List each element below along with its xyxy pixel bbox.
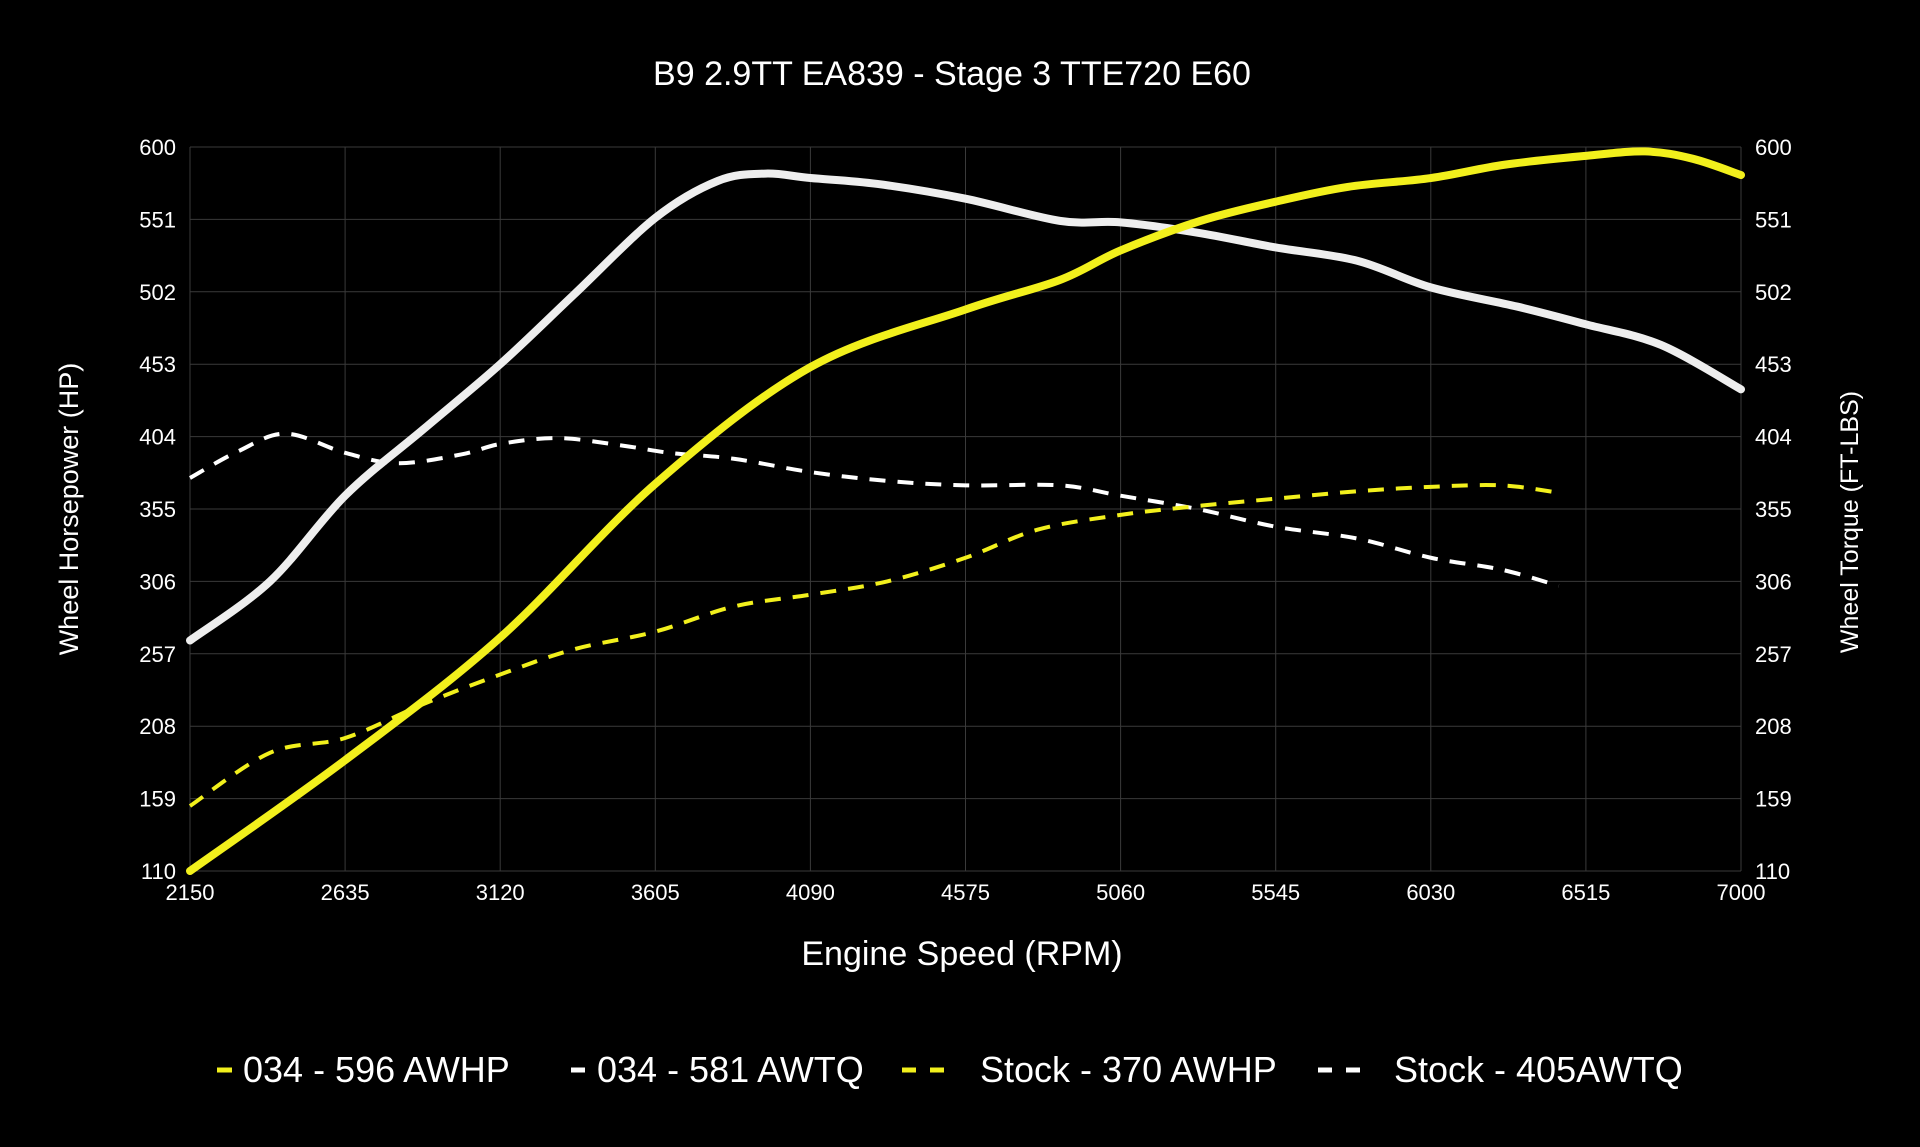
- grid: [189, 146, 1742, 872]
- y-tick-label-right: 551: [1755, 207, 1792, 232]
- x-axis-label: Engine Speed (RPM): [801, 935, 1122, 973]
- x-tick-label: 5545: [1251, 880, 1300, 905]
- y-axis-label-left: Wheel Horsepower (HP): [54, 363, 84, 656]
- x-tick-label: 2150: [166, 880, 215, 905]
- y-tick-label-left: 257: [139, 642, 176, 667]
- y-tick-label-right: 110: [1755, 859, 1790, 884]
- legend-label-stock-tq: Stock - 405AWTQ: [1394, 1049, 1683, 1090]
- legend-label-stock-hp: Stock - 370 AWHP: [980, 1049, 1277, 1090]
- y-tick-label-left: 208: [139, 714, 176, 739]
- y-tick-label-right: 257: [1755, 642, 1792, 667]
- series-line-034-581-awtq: [186, 169, 1745, 645]
- y-tick-label-right: 355: [1755, 497, 1792, 522]
- y-tick-label-left: 159: [139, 787, 176, 812]
- legend: 034 - 596 AWHP 034 - 581 AWTQ Stock - 37…: [217, 1049, 1683, 1090]
- x-tick-label: 5060: [1096, 880, 1145, 905]
- legend-label-034-tq: 034 - 581 AWTQ: [597, 1049, 864, 1090]
- y-tick-label-left: 404: [139, 425, 176, 450]
- y-tick-label-right: 600: [1755, 135, 1792, 160]
- legend-label-034-hp: 034 - 596 AWHP: [243, 1049, 510, 1090]
- series-line-034-596-awhp: [186, 147, 1745, 875]
- y-tick-label-right: 404: [1755, 425, 1792, 450]
- x-tick-label: 2635: [321, 880, 370, 905]
- y-tick-label-left: 306: [139, 569, 176, 594]
- y-tick-label-right: 306: [1755, 569, 1792, 594]
- y-tick-label-right: 208: [1755, 714, 1792, 739]
- x-tick-label: 3120: [476, 880, 525, 905]
- y-tick-label-left: 355: [139, 497, 176, 522]
- y-axis-label-right: Wheel Torque (FT-LBS): [1836, 391, 1864, 653]
- y-tick-labels-right: 110 159 208 257 306 355 404 453 502 551 600: [1755, 135, 1792, 884]
- y-tick-label-left: 453: [139, 352, 176, 377]
- x-tick-labels: 2150 2635 3120 3605 4090 4575 5060 5545 6030 6515…: [166, 880, 1766, 905]
- y-tick-label-left: 551: [139, 207, 176, 232]
- x-tick-label: 6030: [1406, 880, 1455, 905]
- x-tick-label: 4090: [786, 880, 835, 905]
- x-tick-label: 6515: [1561, 880, 1610, 905]
- y-tick-label-left: 110: [141, 859, 176, 884]
- y-tick-labels-left: 110 159 208 257 306 355 404 453 502 551 600: [139, 135, 176, 884]
- x-tick-label: 4575: [941, 880, 990, 905]
- y-tick-label-right: 159: [1755, 787, 1792, 812]
- x-tick-label: 7000: [1717, 880, 1766, 905]
- series-lines: [186, 147, 1745, 875]
- y-tick-label-left: 600: [139, 135, 176, 160]
- chart-title: B9 2.9TT EA839 - Stage 3 TTE720 E60: [653, 55, 1251, 93]
- y-tick-label-left: 502: [139, 280, 176, 305]
- x-tick-label: 3605: [631, 880, 680, 905]
- y-tick-label-right: 453: [1755, 352, 1792, 377]
- y-tick-label-right: 502: [1755, 280, 1792, 305]
